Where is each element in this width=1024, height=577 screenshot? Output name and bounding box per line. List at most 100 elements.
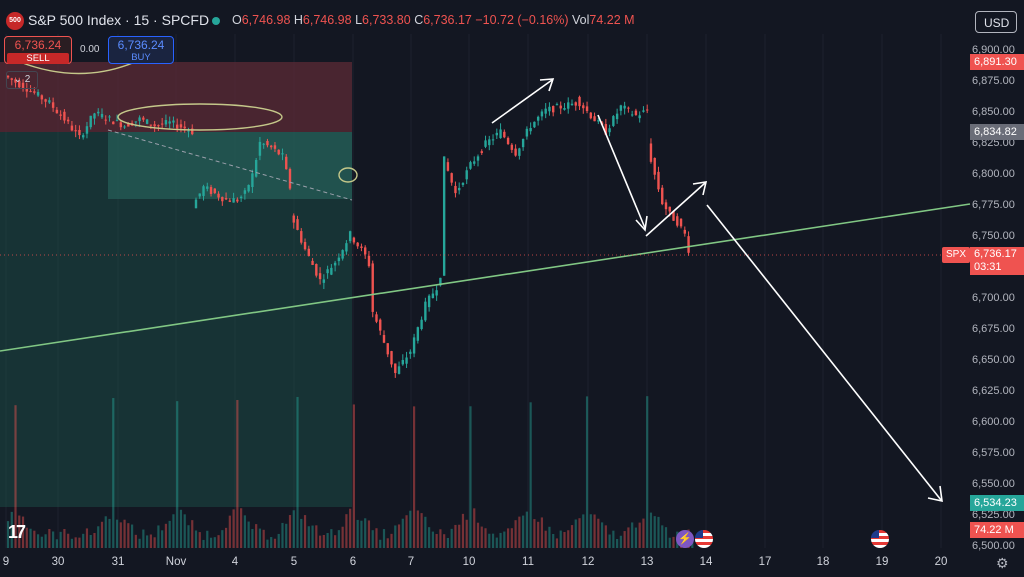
candle-body bbox=[183, 126, 186, 129]
candle-body bbox=[608, 128, 611, 133]
volume-bar bbox=[465, 519, 468, 548]
candle-body bbox=[356, 242, 359, 247]
candle-body bbox=[112, 121, 115, 125]
buy-button[interactable]: 6,736.24 BUY bbox=[108, 36, 174, 64]
candle-body bbox=[646, 109, 649, 111]
tradingview-logo-icon[interactable]: 17 bbox=[8, 522, 26, 542]
sell-button[interactable]: 6,736.24 SELL bbox=[4, 36, 72, 64]
volume-bar bbox=[424, 516, 427, 548]
candle-body bbox=[683, 229, 686, 234]
candle-body bbox=[104, 119, 107, 121]
candle-body bbox=[544, 108, 547, 114]
candle-body bbox=[258, 141, 262, 156]
currency-selector[interactable]: USD bbox=[975, 11, 1017, 33]
price-axis-label: 6,550.00 bbox=[972, 478, 1015, 490]
spread-value: 0.00 bbox=[80, 44, 100, 55]
volume-bar bbox=[443, 534, 446, 548]
date-axis-label: 12 bbox=[581, 556, 595, 568]
volume-bar bbox=[104, 516, 107, 548]
candle-body bbox=[552, 106, 555, 113]
volume-bar bbox=[315, 525, 318, 548]
volume-bar bbox=[85, 528, 89, 548]
candle-body bbox=[160, 123, 164, 125]
indicator-toggle[interactable]: ⌄ 2 bbox=[6, 71, 38, 89]
lightning-icon[interactable]: ⚡ bbox=[676, 530, 694, 548]
volume-bar bbox=[352, 404, 356, 548]
volume-bar bbox=[273, 538, 277, 548]
candle-body bbox=[431, 293, 435, 299]
highlight-ellipse-2[interactable] bbox=[338, 167, 358, 183]
candle-body bbox=[303, 242, 307, 250]
volume-bar bbox=[100, 521, 104, 548]
volume-bar bbox=[48, 529, 51, 548]
volume-bar bbox=[21, 516, 25, 548]
volume-bar bbox=[574, 519, 577, 548]
candle-body bbox=[409, 351, 412, 354]
volume-bar bbox=[40, 536, 43, 548]
candle-body bbox=[51, 102, 55, 108]
highlight-arc[interactable] bbox=[19, 61, 136, 75]
volume-bar bbox=[454, 524, 457, 548]
low-price-tag: 6,534.23 bbox=[970, 495, 1024, 511]
volume-bar bbox=[63, 529, 66, 548]
volume-bar bbox=[142, 529, 145, 548]
candle-body bbox=[540, 111, 544, 117]
volume-bar bbox=[288, 515, 292, 548]
volume-bar bbox=[240, 508, 243, 548]
candle-body bbox=[394, 363, 397, 374]
candle-body bbox=[187, 130, 190, 132]
volume-bar bbox=[213, 537, 216, 548]
us-flag-icon[interactable] bbox=[871, 530, 889, 548]
candle-body bbox=[108, 116, 111, 118]
candle-body bbox=[582, 105, 585, 109]
candle-body bbox=[153, 124, 156, 127]
candle-body bbox=[510, 144, 514, 150]
volume-bar bbox=[345, 514, 348, 548]
volume-bar bbox=[14, 405, 17, 548]
candle-body bbox=[424, 301, 427, 321]
volume-bar bbox=[187, 525, 190, 548]
volume-bar bbox=[70, 538, 74, 548]
candle-body bbox=[559, 105, 562, 109]
candle-body bbox=[416, 327, 420, 341]
candle-body bbox=[454, 185, 457, 194]
date-axis-label: 9 bbox=[2, 556, 10, 568]
volume-bar bbox=[202, 539, 205, 548]
highlight-ellipse-1[interactable] bbox=[117, 103, 283, 131]
candle-body bbox=[375, 314, 378, 322]
us-flag-icon[interactable] bbox=[695, 530, 713, 548]
candle-body bbox=[318, 273, 322, 280]
candle-body bbox=[379, 319, 382, 331]
support-trendline[interactable] bbox=[0, 203, 971, 352]
candle-body bbox=[634, 110, 638, 115]
volume-bar bbox=[548, 526, 551, 548]
candle-body bbox=[119, 122, 122, 128]
price-axis-label: 6,650.00 bbox=[972, 354, 1015, 366]
date-axis-label: 13 bbox=[640, 556, 654, 568]
candle-body bbox=[330, 267, 333, 275]
symbol-title[interactable]: S&P 500 Index · 15 · SPCFD bbox=[28, 12, 210, 28]
volume-bar bbox=[221, 530, 224, 548]
volume-bar bbox=[638, 522, 641, 548]
volume-bar bbox=[446, 537, 450, 548]
price-axis-label: 6,500.00 bbox=[972, 540, 1015, 552]
candle-body bbox=[277, 149, 280, 155]
candle-body bbox=[29, 91, 32, 93]
candle-body bbox=[270, 145, 273, 148]
price-axis-label: 6,800.00 bbox=[972, 168, 1015, 180]
dashed-trendline[interactable] bbox=[107, 129, 353, 201]
candle-body bbox=[100, 113, 104, 118]
volume-bar bbox=[67, 533, 70, 548]
volume-tag: 74.22 M bbox=[970, 522, 1024, 538]
candle-body bbox=[476, 156, 480, 161]
volume-bar bbox=[6, 521, 10, 548]
stop-loss-zone[interactable] bbox=[0, 62, 352, 132]
candle-body bbox=[653, 157, 656, 175]
volume-bar bbox=[491, 533, 495, 548]
candle-body bbox=[48, 100, 51, 103]
volume-bar bbox=[266, 539, 269, 548]
gear-icon[interactable]: ⚙ bbox=[996, 555, 1009, 571]
volume-bar bbox=[318, 535, 322, 548]
volume-bar bbox=[300, 518, 303, 548]
